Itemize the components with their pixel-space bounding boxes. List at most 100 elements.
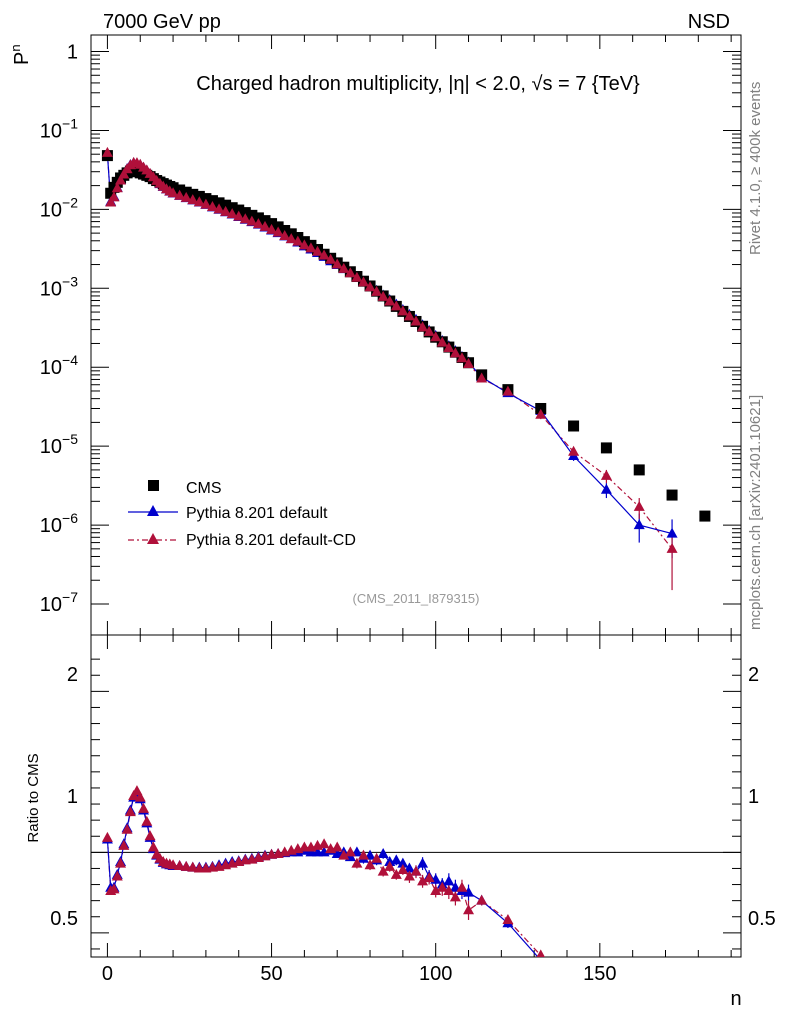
- y-axis-label-main: Pn: [8, 44, 33, 65]
- ratio-pythia-cd-point: [364, 859, 376, 870]
- cms-point: [666, 489, 678, 501]
- pythia-cd-point: [111, 182, 123, 193]
- pythia-cd-point: [384, 295, 396, 306]
- pythia-cd-point: [463, 357, 475, 368]
- ratio-pythia-cd-point: [138, 802, 150, 813]
- ratio-pythia-cd-point: [536, 949, 545, 957]
- ratio-pythia-cd-point: [101, 831, 113, 842]
- cms-point: [600, 442, 612, 454]
- ratio-pythia-cd-point: [456, 881, 468, 892]
- ratio-pythia-cd-point: [476, 894, 488, 905]
- main-y-tick-label: 1: [67, 42, 78, 64]
- x-tick-label-150: 150: [583, 963, 616, 985]
- ratio-pythia-cd-point: [180, 860, 192, 871]
- pythia-cd-point: [180, 191, 192, 202]
- pythia-cd-point: [233, 210, 245, 221]
- ratio-pythia-cd-point: [410, 865, 422, 876]
- pythia-cd-point: [272, 226, 284, 237]
- pythia-cd-point: [174, 189, 186, 200]
- cms-point: [200, 193, 212, 205]
- x-tick-label-0: 0: [102, 963, 113, 985]
- pythia-cd-point: [417, 321, 429, 332]
- chart-title: Charged hadron multiplicity, |η| < 2.0, …: [196, 73, 640, 95]
- y-axis-label-main-symbol: P: [11, 52, 33, 65]
- ratio-pythia-cd-point: [502, 913, 514, 924]
- pythia-cd-point: [331, 258, 343, 269]
- ratio-pythia-cd-point: [390, 868, 402, 879]
- pythia-cd-point: [318, 249, 330, 260]
- cms-point: [220, 199, 232, 211]
- pythia-cd-point: [443, 342, 455, 353]
- analysis-tag: (CMS_2011_I879315): [353, 591, 480, 606]
- pythia-cd-point: [325, 253, 337, 264]
- cms-point: [213, 197, 225, 209]
- pythia-cd-point: [502, 385, 514, 396]
- ratio-pythia-cd-point: [351, 857, 363, 868]
- pythia-cd-point: [364, 281, 376, 292]
- legend-marker-pythia-cd: [147, 533, 159, 544]
- pythia-cd-point: [266, 223, 278, 234]
- pythia-cd-point: [108, 191, 120, 202]
- pythia-cd-point: [213, 203, 225, 214]
- ratio-pythia-default-point: [417, 857, 429, 868]
- main-y-tick-label: 10−7: [40, 589, 78, 616]
- process-label: NSD: [688, 11, 730, 33]
- pythia-cd-point: [226, 208, 238, 219]
- main-y-tick-label: 10−6: [40, 510, 78, 537]
- pythia-cd-point: [449, 347, 461, 358]
- pythia-cd-point: [298, 239, 310, 250]
- y-axis-label-ratio: Ratio to CMS: [25, 753, 42, 842]
- ratio-pythia-cd-point: [134, 791, 146, 802]
- ratio-pythia-cd-point: [344, 846, 356, 857]
- ratio-pythia-cd-point: [174, 860, 186, 871]
- main-x-tick-marks: [106, 35, 732, 635]
- y-axis-label-main-subscript: n: [8, 44, 23, 51]
- cms-point: [252, 212, 264, 224]
- pythia-cd-point: [193, 196, 205, 207]
- ratio-pythia-cd-point: [371, 852, 383, 863]
- pythia-cd-point: [403, 310, 415, 321]
- cms-point: [259, 215, 271, 227]
- pythia-default-point: [600, 483, 612, 494]
- ratio-pythia-default-point: [463, 886, 475, 897]
- pythia-cd-point: [252, 218, 264, 229]
- legend-label-pythia-cd: Pythia 8.201 default-CD: [186, 532, 356, 549]
- ratio-pythia-cd-point: [463, 904, 475, 915]
- cms-point: [246, 209, 258, 221]
- energy-label: 7000 GeV pp: [103, 11, 221, 33]
- ratio-pythia-default-point: [377, 847, 389, 858]
- ratio-pythia-cd-point: [121, 823, 133, 834]
- pythia-cd-point: [338, 262, 350, 273]
- main-y-tick-label: 10−4: [40, 352, 78, 379]
- cms-point: [206, 195, 218, 207]
- ratio-y-tick-label-1: 1: [67, 786, 78, 808]
- ratio-pythia-cd-point: [167, 859, 179, 870]
- ratio-y-tick-label-1-right: 1: [748, 786, 759, 808]
- pythia-cd-point: [600, 469, 612, 480]
- pythia-cd-point: [357, 276, 369, 287]
- pythia-cd-point: [397, 305, 409, 316]
- pythia-cd-point: [118, 168, 130, 179]
- pythia-cd-point: [200, 198, 212, 209]
- legend-label-cms: CMS: [186, 480, 222, 497]
- pythia-cd-point: [312, 245, 324, 256]
- ratio-pythia-cd-point: [423, 872, 435, 883]
- pythia-cd-point: [351, 271, 363, 282]
- x-axis-label: n: [730, 988, 741, 1010]
- main-data-layer: [101, 146, 711, 591]
- pythia-cd-point: [344, 267, 356, 278]
- ratio-pythia-cd-point: [331, 841, 343, 852]
- pythia-cd-point: [187, 194, 199, 205]
- main-y-tick-labels: 10−7 10−6 10−5 10−4 10−3 10−2 10−1 1: [40, 42, 78, 616]
- main-y-tick-label: 10−3: [40, 273, 78, 300]
- pythia-cd-point: [105, 196, 117, 207]
- pythia-cd-point: [285, 233, 297, 244]
- main-y-tick-label: 10−2: [40, 194, 78, 221]
- ratio-pythia-cd-point: [436, 881, 448, 892]
- pythia-cd-point: [666, 542, 678, 553]
- pythia-cd-point: [259, 220, 271, 231]
- mcplots-source-label: mcplots.cern.ch [arXiv:2401.10621]: [747, 395, 764, 630]
- pythia-cd-point: [390, 300, 402, 311]
- pythia-cd-point: [371, 285, 383, 296]
